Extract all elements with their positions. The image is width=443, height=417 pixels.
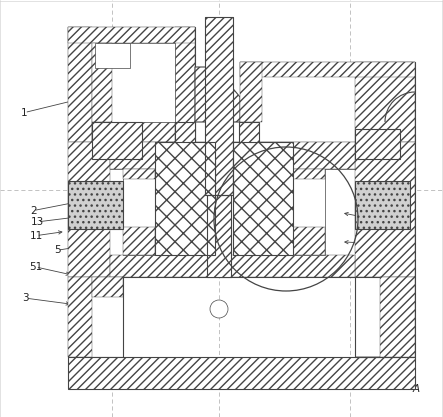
Polygon shape [240, 62, 262, 122]
Text: 12: 12 [164, 381, 177, 391]
Bar [68, 27, 195, 142]
Circle shape [210, 300, 228, 318]
Bar [293, 169, 325, 255]
Text: 3: 3 [23, 293, 29, 303]
Polygon shape [68, 27, 195, 43]
Text: 11: 11 [30, 231, 43, 241]
Bar [355, 181, 410, 229]
Polygon shape [175, 27, 195, 142]
Bar [68, 181, 123, 229]
Text: 2: 2 [30, 206, 36, 216]
Polygon shape [123, 227, 155, 255]
Bar [240, 62, 415, 142]
Polygon shape [68, 277, 92, 357]
Text: 15: 15 [381, 239, 394, 249]
Polygon shape [195, 67, 240, 122]
Polygon shape [110, 255, 355, 277]
Polygon shape [123, 169, 155, 179]
Text: A: A [413, 384, 420, 394]
Text: 14: 14 [381, 217, 394, 227]
Bar [205, 17, 233, 195]
Polygon shape [110, 142, 355, 169]
Bar [68, 277, 123, 357]
Bar [155, 142, 215, 255]
Bar [207, 195, 231, 277]
Polygon shape [355, 62, 415, 142]
Polygon shape [175, 122, 215, 197]
Polygon shape [355, 277, 415, 357]
Polygon shape [92, 43, 112, 122]
Polygon shape [233, 122, 259, 197]
Bar [68, 142, 415, 277]
Text: 51: 51 [29, 262, 42, 272]
Bar [205, 17, 233, 195]
Bar [95, 43, 130, 68]
Bar [68, 357, 415, 389]
Polygon shape [68, 142, 110, 277]
Polygon shape [293, 227, 325, 255]
Bar [207, 195, 231, 277]
Polygon shape [293, 169, 325, 179]
Bar [355, 277, 415, 357]
Bar [92, 43, 175, 122]
Text: 5: 5 [54, 245, 61, 255]
Polygon shape [68, 27, 92, 142]
Text: 13: 13 [31, 217, 44, 227]
Polygon shape [92, 122, 175, 142]
Bar [355, 129, 400, 159]
Bar [92, 122, 142, 159]
Polygon shape [240, 62, 415, 77]
Polygon shape [92, 277, 123, 297]
Bar [233, 142, 293, 255]
Text: 1: 1 [21, 108, 27, 118]
Polygon shape [355, 142, 415, 277]
Bar [123, 169, 155, 255]
